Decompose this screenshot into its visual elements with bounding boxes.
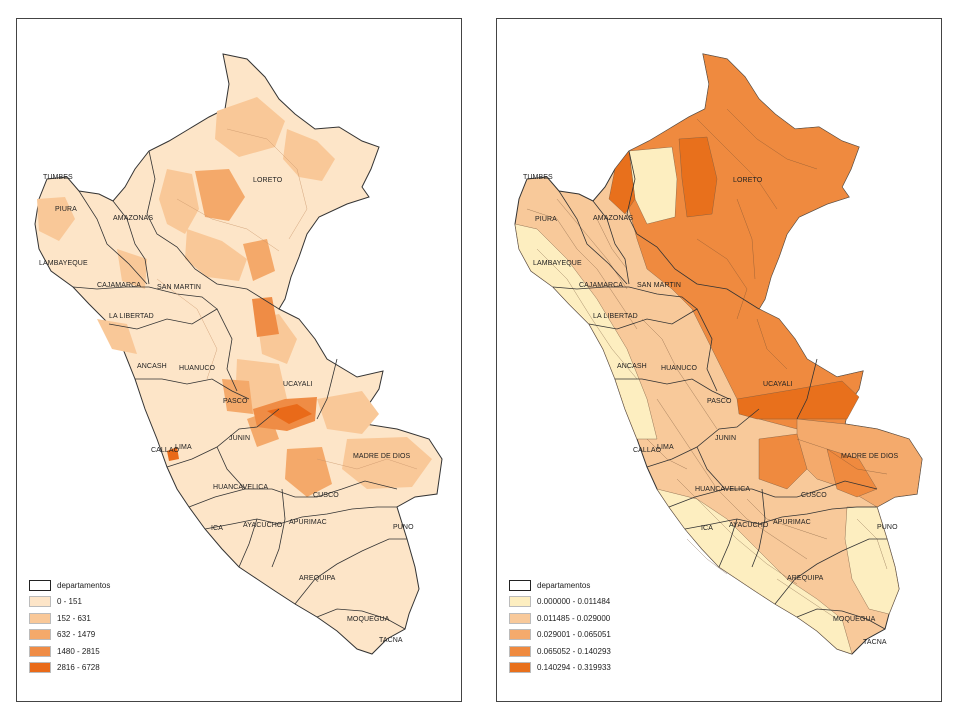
label-ancash: ANCASH xyxy=(137,363,167,370)
label-tacna: TACNA xyxy=(863,639,887,646)
legend-class-label: 0.000000 - 0.011484 xyxy=(537,597,611,607)
legend-class-row: 0.029001 - 0.065051 xyxy=(509,627,611,644)
legend-class-row: 2816 - 6728 xyxy=(29,660,110,677)
label-huancavelica: HUANCAVELICA xyxy=(213,484,269,491)
legend-class-label: 0.029001 - 0.065051 xyxy=(537,630,611,640)
label-junin: JUNIN xyxy=(229,435,251,442)
label-huanuco: HUANUCO xyxy=(179,365,216,372)
label-cajamarca: CAJAMARCA xyxy=(97,282,142,289)
label-ayacucho: AYACUCHO xyxy=(243,522,283,529)
label-ucayali: UCAYALI xyxy=(283,381,313,388)
label-lambayeque: LAMBAYEQUE xyxy=(533,260,582,267)
peru-map-left xyxy=(34,53,443,655)
legend-class-label: 152 - 631 xyxy=(57,613,91,623)
legend-swatch xyxy=(29,612,51,624)
legend-class-label: 2816 - 6728 xyxy=(57,663,100,673)
label-piura: PIURA xyxy=(535,216,557,223)
label-lambayeque: LAMBAYEQUE xyxy=(39,260,88,267)
label-arequipa: AREQUIPA xyxy=(787,575,824,582)
legend-class-row: 632 - 1479 xyxy=(29,627,110,644)
legend-outline-label: departamentos xyxy=(537,580,591,590)
legend-class-label: 0.140294 - 0.319933 xyxy=(537,663,611,673)
legend-class-row: 0.000000 - 0.011484 xyxy=(509,594,611,611)
legend-outline-row: departamentos xyxy=(509,577,611,594)
label-tacna: TACNA xyxy=(379,637,403,644)
legend-class-label: 632 - 1479 xyxy=(57,630,96,640)
peru-map-right xyxy=(514,53,923,655)
label-pasco: PASCO xyxy=(707,398,732,405)
legend-class-label: 0 - 151 xyxy=(57,597,82,607)
legend-class-row: 0 - 151 xyxy=(29,594,110,611)
label-junin: JUNIN xyxy=(715,435,737,442)
legend-outline-label: departamentos xyxy=(57,580,111,590)
label-ancash: ANCASH xyxy=(617,363,647,370)
label-ayacucho: AYACUCHO xyxy=(729,522,769,529)
label-puno: PUNO xyxy=(393,524,414,531)
legend-outline-swatch xyxy=(29,579,51,591)
legend-class-row: 0.065052 - 0.140293 xyxy=(509,643,611,660)
label-san-martin: SAN MARTIN xyxy=(157,284,202,291)
label-madre-de-dios: MADRE DE DIOS xyxy=(841,453,899,460)
legend-outline-row: departamentos xyxy=(29,577,110,594)
label-ica: ICA xyxy=(211,525,223,532)
label-apurimac: APURIMAC xyxy=(773,519,811,526)
label-tumbes: TUMBES xyxy=(523,174,553,181)
label-piura: PIURA xyxy=(55,206,77,213)
label-madre-de-dios: MADRE DE DIOS xyxy=(353,453,411,460)
legend-swatch xyxy=(509,662,531,674)
label-ica: ICA xyxy=(701,525,713,532)
label-amazonas: AMAZONAS xyxy=(113,215,154,222)
legend-swatch xyxy=(29,662,51,674)
legend-class-label: 1480 - 2815 xyxy=(57,646,100,656)
legend-right: departamentos 0.000000 - 0.011484 0.0114… xyxy=(509,577,611,676)
label-la-libertad: LA LIBERTAD xyxy=(109,313,154,320)
legend-swatch xyxy=(29,596,51,608)
legend-class-label: 0.011485 - 0.029000 xyxy=(537,613,611,623)
label-callao: CALLAO xyxy=(633,447,662,454)
label-cajamarca: CAJAMARCA xyxy=(579,282,624,289)
legend-swatch xyxy=(29,645,51,657)
label-apurimac: APURIMAC xyxy=(289,519,327,526)
label-moquegua: MOQUEGUA xyxy=(347,616,390,623)
legend-swatch xyxy=(29,629,51,641)
label-lima: LIMA xyxy=(657,444,674,451)
label-loreto: LORETO xyxy=(733,177,763,184)
legend-swatch xyxy=(509,612,531,624)
label-tumbes: TUMBES xyxy=(43,174,73,181)
label-huancavelica: HUANCAVELICA xyxy=(695,486,751,493)
legend-class-row: 1480 - 2815 xyxy=(29,643,110,660)
label-pasco: PASCO xyxy=(223,398,248,405)
legend-class-row: 152 - 631 xyxy=(29,610,110,627)
label-arequipa: AREQUIPA xyxy=(299,575,336,582)
legend-outline-swatch xyxy=(509,579,531,591)
map-panel-left: LORETO TUMBES PIURA AMAZONAS LAMBAYEQUE … xyxy=(16,18,462,702)
legend-class-row: 0.140294 - 0.319933 xyxy=(509,660,611,677)
legend-class-label: 0.065052 - 0.140293 xyxy=(537,646,611,656)
legend-swatch xyxy=(509,596,531,608)
legend-swatch xyxy=(509,629,531,641)
label-callao: CALLAO xyxy=(151,447,180,454)
label-ucayali: UCAYALI xyxy=(763,381,793,388)
label-cusco: CUSCO xyxy=(801,492,827,499)
label-amazonas: AMAZONAS xyxy=(593,215,634,222)
label-loreto: LORETO xyxy=(253,177,283,184)
legend-left: departamentos 0 - 151 152 - 631 632 - 14… xyxy=(29,577,110,676)
legend-swatch xyxy=(509,645,531,657)
legend-class-row: 0.011485 - 0.029000 xyxy=(509,610,611,627)
country-outline xyxy=(34,53,443,655)
label-huanuco: HUANUCO xyxy=(661,365,698,372)
label-moquegua: MOQUEGUA xyxy=(833,616,876,623)
map-panel-right: LORETO TUMBES PIURA AMAZONAS LAMBAYEQUE … xyxy=(496,18,942,702)
label-cusco: CUSCO xyxy=(313,492,339,499)
label-la-libertad: LA LIBERTAD xyxy=(593,313,638,320)
label-san-martin: SAN MARTIN xyxy=(637,282,682,289)
label-puno: PUNO xyxy=(877,524,898,531)
label-lima: LIMA xyxy=(175,444,192,451)
